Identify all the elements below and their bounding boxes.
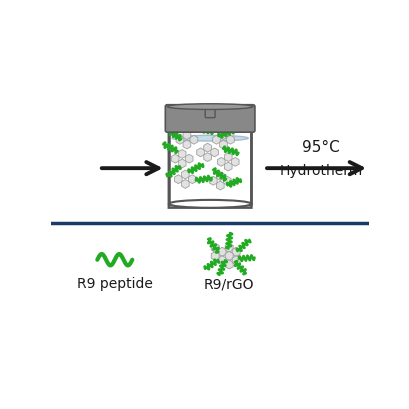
Polygon shape: [171, 155, 179, 164]
Polygon shape: [218, 247, 226, 257]
FancyBboxPatch shape: [165, 106, 254, 133]
Polygon shape: [231, 158, 238, 167]
Text: Hydrotherm: Hydrotherm: [279, 163, 362, 178]
Polygon shape: [225, 243, 233, 253]
Polygon shape: [209, 177, 217, 186]
Polygon shape: [203, 144, 211, 153]
Polygon shape: [231, 256, 240, 265]
Text: R9 peptide: R9 peptide: [76, 277, 153, 291]
Polygon shape: [178, 150, 186, 159]
Polygon shape: [190, 136, 197, 145]
Polygon shape: [224, 163, 231, 172]
Polygon shape: [203, 153, 211, 162]
Polygon shape: [226, 136, 234, 145]
Polygon shape: [174, 175, 182, 184]
FancyBboxPatch shape: [169, 129, 251, 208]
Polygon shape: [217, 158, 225, 167]
Polygon shape: [211, 243, 219, 253]
Polygon shape: [178, 160, 186, 169]
Polygon shape: [185, 155, 193, 164]
FancyBboxPatch shape: [172, 139, 248, 204]
Polygon shape: [211, 252, 219, 261]
Polygon shape: [188, 175, 196, 184]
Polygon shape: [212, 136, 220, 145]
Polygon shape: [224, 153, 231, 162]
Polygon shape: [216, 182, 224, 191]
Polygon shape: [231, 247, 240, 257]
Polygon shape: [225, 260, 233, 270]
Polygon shape: [183, 141, 190, 150]
Polygon shape: [219, 141, 227, 150]
Text: R9/rGO: R9/rGO: [203, 277, 254, 291]
Ellipse shape: [172, 136, 248, 142]
Polygon shape: [183, 131, 190, 140]
Ellipse shape: [167, 105, 252, 110]
Polygon shape: [210, 148, 218, 157]
Polygon shape: [219, 131, 227, 140]
Polygon shape: [223, 177, 231, 186]
Polygon shape: [216, 172, 224, 181]
FancyBboxPatch shape: [204, 110, 215, 118]
Polygon shape: [175, 136, 183, 145]
Polygon shape: [225, 252, 233, 261]
Text: 95°C: 95°C: [302, 139, 339, 155]
Ellipse shape: [169, 200, 251, 208]
Polygon shape: [181, 180, 189, 189]
Polygon shape: [196, 148, 204, 157]
Polygon shape: [181, 171, 189, 180]
Polygon shape: [218, 256, 226, 265]
